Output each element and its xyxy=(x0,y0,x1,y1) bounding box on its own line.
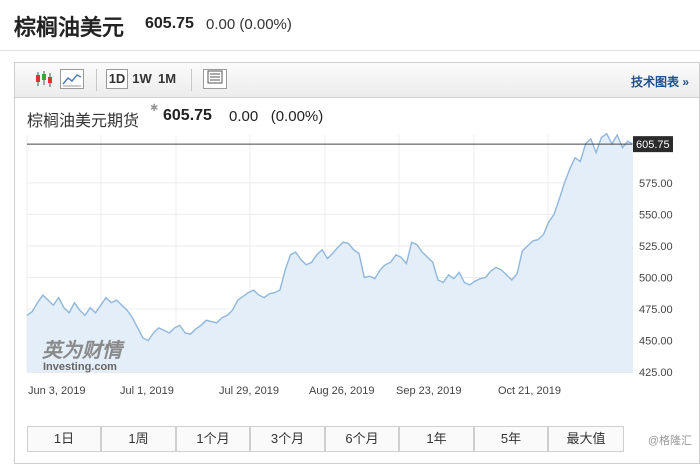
x-tick-label: Jul 1, 2019 xyxy=(120,385,174,397)
logo-line2: Investing.com xyxy=(43,361,117,373)
range-1d-button[interactable]: 1日 xyxy=(27,426,101,452)
price-line xyxy=(26,132,634,342)
toolbar-divider xyxy=(191,69,192,91)
range-selector: 1日 1周 1个月 3个月 6个月 1年 5年 最大值 xyxy=(27,426,624,452)
interval-1w-button[interactable]: 1W xyxy=(132,71,152,86)
y-tick-label: 500.00 xyxy=(639,272,673,284)
y-tick-label: 450.00 xyxy=(639,335,673,347)
line-chart-icon[interactable] xyxy=(60,69,84,89)
investing-logo: 英为财情 Investing.com xyxy=(42,339,125,373)
y-tick-label: 475.00 xyxy=(639,304,673,316)
range-1m-button[interactable]: 1个月 xyxy=(176,426,250,452)
last-price-tag: 605.75 xyxy=(633,136,673,153)
interval-1m-button[interactable]: 1M xyxy=(157,71,177,86)
last-price-tag-text: 605.75 xyxy=(636,139,670,151)
range-5y-button[interactable]: 5年 xyxy=(474,426,548,452)
header-change: 0.00 (0.00%) xyxy=(206,16,292,33)
chart-title: 棕榈油美元期货 xyxy=(27,113,140,130)
logo-line1: 英为财情 xyxy=(42,339,125,362)
y-tick-label: 550.00 xyxy=(639,209,673,221)
chart-change: 0.00 (0.00%) xyxy=(229,108,323,125)
range-1y-button[interactable]: 1年 xyxy=(399,426,474,452)
watermark: @格隆汇 xyxy=(647,435,692,447)
range-6m-button[interactable]: 6个月 xyxy=(325,426,399,452)
interval-1d-button[interactable]: 1D xyxy=(106,69,128,89)
x-axis-labels: Jun 3, 2019 Jul 1, 2019 Jul 29, 2019 Aug 26… xyxy=(28,385,561,397)
x-tick-label: Aug 26, 2019 xyxy=(309,385,374,397)
data-table-icon[interactable] xyxy=(203,69,227,89)
last-price-tag-bg xyxy=(633,136,673,153)
page-title: 棕榈油美元 xyxy=(14,15,125,40)
chart-change-value: 0.00 xyxy=(229,108,259,125)
price-area-fill xyxy=(27,133,633,372)
y-tick-label: 425.00 xyxy=(639,367,673,379)
x-tick-label: Jun 3, 2019 xyxy=(28,385,86,397)
y-tick-label: 575.00 xyxy=(639,178,673,190)
technical-chart-link[interactable]: 技术图表 » xyxy=(630,75,689,89)
range-max-button[interactable]: 最大值 xyxy=(548,426,624,452)
range-3m-button[interactable]: 3个月 xyxy=(250,426,325,452)
page-header: 棕榈油美元 605.75 0.00 (0.00%) xyxy=(0,0,700,51)
chart-price: 605.75 xyxy=(163,107,212,124)
y-tick-label: 525.00 xyxy=(639,241,673,253)
star-icon[interactable]: ✱ xyxy=(150,103,159,114)
x-tick-label: Oct 21, 2019 xyxy=(498,385,561,397)
price-chart[interactable]: 605.75 425.00 450.00 475.00 500.00 525.00 550… xyxy=(0,0,700,426)
chart-toolbar: 1D 1W 1M 技术图表 » xyxy=(15,63,699,98)
y-axis-labels: 425.00 450.00 475.00 500.00 525.00 550.00 575.… xyxy=(639,178,673,379)
x-tick-label: Sep 23, 2019 xyxy=(396,385,461,397)
toolbar-divider xyxy=(96,69,97,91)
candlestick-chart-icon[interactable] xyxy=(33,69,55,89)
header-price: 605.75 xyxy=(145,15,194,32)
range-1w-button[interactable]: 1周 xyxy=(101,426,176,452)
chart-change-percent: (0.00%) xyxy=(270,108,324,125)
x-tick-label: Jul 29, 2019 xyxy=(219,385,279,397)
